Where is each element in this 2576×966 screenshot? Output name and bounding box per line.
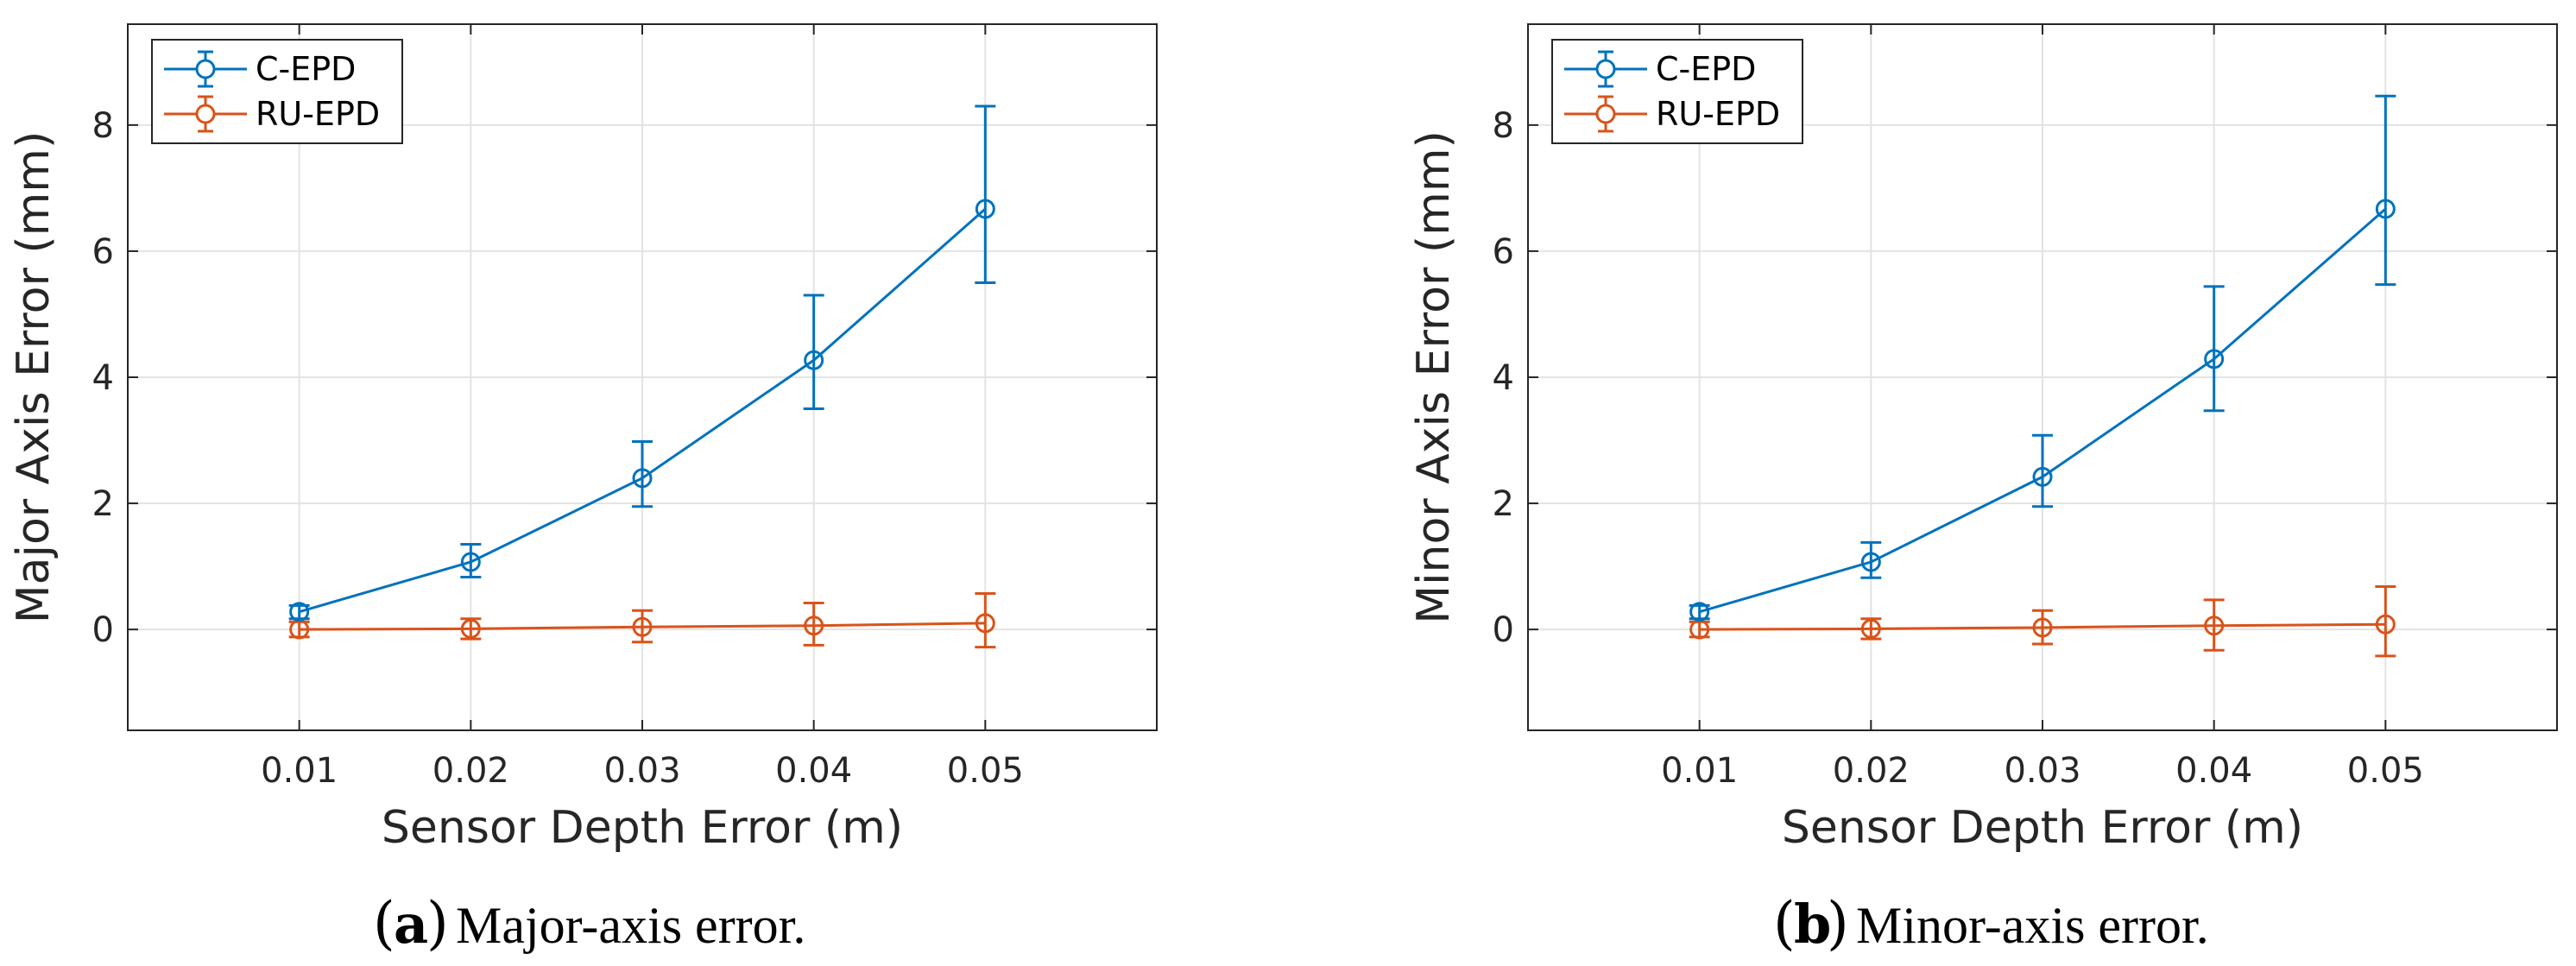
legend-entry-ru-epd: RU-EPD <box>164 95 380 133</box>
series-c-epd <box>288 104 996 622</box>
y-tick-label: 4 <box>1493 358 1514 398</box>
data-point <box>804 350 824 370</box>
legend-marker <box>195 59 216 79</box>
legend-box <box>1551 39 1803 144</box>
y-tick-label: 6 <box>92 232 114 272</box>
x-tick-label: 0.02 <box>1833 751 1910 791</box>
data-point <box>2375 614 2396 635</box>
caption-letter: a <box>394 893 428 956</box>
data-point <box>2032 466 2053 487</box>
legend-marker <box>195 104 216 124</box>
series-c-epd <box>1689 94 2396 622</box>
y-tick-label: 0 <box>1493 610 1514 650</box>
legend-entry-ru-epd: RU-EPD <box>1564 95 1780 133</box>
y-tick-label: 0 <box>92 610 114 650</box>
panel-caption: (b) Minor-axis error. <box>1773 890 2209 957</box>
y-tick-label: 8 <box>1493 106 1514 146</box>
data-point <box>2204 616 2225 636</box>
caption-paren-close: ) <box>1827 890 1849 957</box>
data-point <box>460 552 481 572</box>
data-point <box>1860 618 1881 639</box>
legend-label: RU-EPD <box>256 95 380 133</box>
x-tick-label: 0.04 <box>775 751 852 791</box>
legend-marker <box>1595 59 1616 79</box>
legend-entry-c-epd: C-EPD <box>1564 50 1756 88</box>
panel-caption: (a) Major-axis error. <box>373 890 805 957</box>
legend-label: RU-EPD <box>1656 95 1780 133</box>
legend: C-EPD RU-EPD <box>1551 39 1803 144</box>
legend-entry-c-epd: C-EPD <box>164 50 356 88</box>
x-tick-label: 0.05 <box>947 751 1024 791</box>
caption-paren-open: ( <box>373 890 395 957</box>
y-tick-label: 2 <box>1493 484 1514 524</box>
x-axis-label: Sensor Depth Error (m) <box>1782 802 2303 854</box>
data-point <box>2375 199 2396 219</box>
data-point <box>1860 552 1881 572</box>
y-tick-label: 4 <box>92 358 114 398</box>
x-tick-label: 0.03 <box>2004 751 2080 791</box>
caption-text: Major-axis error. <box>456 897 805 954</box>
legend: C-EPD RU-EPD <box>151 39 403 144</box>
legend-box <box>151 39 403 144</box>
data-point <box>632 616 653 637</box>
data-point <box>804 616 824 636</box>
x-tick-label: 0.05 <box>2347 751 2424 791</box>
legend-marker <box>1595 104 1616 124</box>
chart-panel-a: 0.01 0.02 0.03 0.04 0.05 0 2 4 6 8 Sensor Depth Er… <box>8 23 1158 957</box>
y-tick-label: 8 <box>92 106 114 146</box>
x-tick-label: 0.02 <box>432 751 509 791</box>
y-tick-label: 6 <box>1493 232 1514 272</box>
x-tick-label: 0.03 <box>603 751 680 791</box>
data-point <box>975 199 995 219</box>
x-tick-label: 0.01 <box>1661 751 1738 791</box>
x-tick-label: 0.01 <box>261 751 338 791</box>
data-point <box>2032 617 2053 638</box>
data-point <box>975 613 995 634</box>
chart-panel-b: 0.01 0.02 0.03 0.04 0.05 0 2 4 6 8 Sensor Depth Er… <box>1408 23 2558 957</box>
caption-paren-close: ) <box>426 890 449 957</box>
series-ru-epd <box>288 592 996 649</box>
caption-paren-open: ( <box>1773 890 1796 957</box>
x-tick-label: 0.04 <box>2175 751 2252 791</box>
caption-text: Minor-axis error. <box>1856 897 2209 954</box>
data-point <box>2204 349 2225 369</box>
data-point <box>632 468 653 489</box>
legend-label: C-EPD <box>256 50 356 88</box>
data-point <box>1689 602 1710 622</box>
y-tick-label: 2 <box>92 484 114 524</box>
series-ru-epd <box>1689 584 2396 658</box>
caption-letter: b <box>1794 893 1831 956</box>
data-point <box>289 602 310 622</box>
data-point <box>460 618 481 639</box>
x-axis-label: Sensor Depth Error (m) <box>382 802 903 854</box>
y-axis-label: Minor Axis Error (mm) <box>1408 130 1460 624</box>
y-axis-label: Major Axis Error (mm) <box>8 131 60 623</box>
legend-label: C-EPD <box>1656 50 1756 88</box>
